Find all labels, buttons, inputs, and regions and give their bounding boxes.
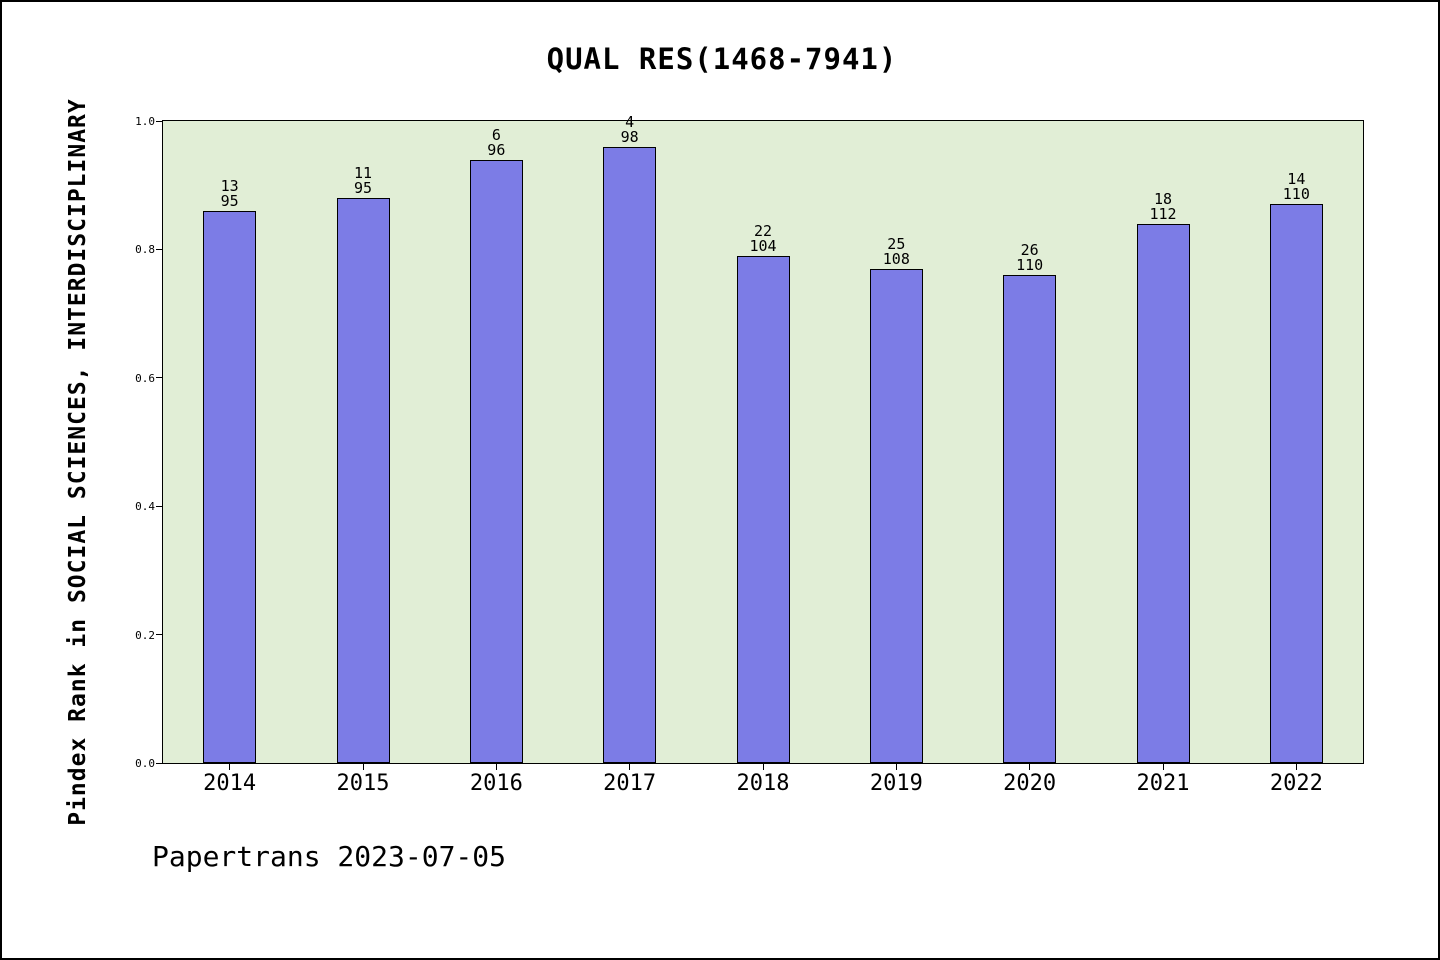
x-tick-label: 2017 (603, 771, 657, 796)
bar-annotation: 11 95 (303, 166, 423, 196)
bar (603, 146, 657, 763)
annotation-total: 108 (882, 249, 910, 268)
bar-annotation: 14 110 (1236, 172, 1356, 202)
x-tick-label: 2015 (336, 771, 390, 796)
bar-annotation: 13 95 (170, 176, 290, 210)
x-tick-mark (629, 764, 631, 770)
y-tick-mark (156, 634, 162, 636)
x-tick-label: 2016 (469, 771, 523, 796)
x-tick-label: 2022 (1269, 771, 1323, 796)
x-tick-mark (495, 764, 497, 770)
y-tick-mark (156, 377, 162, 379)
y-tick-label: 0.8 (135, 243, 155, 257)
bar (736, 255, 790, 763)
x-tick-mark (895, 764, 897, 770)
bar-annotation: 18 112 (1103, 189, 1223, 223)
bar-annotation: 22 104 (703, 221, 823, 255)
bar (1003, 275, 1057, 763)
annotation-rank: 4 (625, 112, 635, 131)
annotation-rank: 13 (220, 176, 239, 195)
bar-annotation: 6 96 (436, 125, 556, 159)
x-tick-label: 2019 (869, 771, 923, 796)
bar (203, 210, 257, 763)
y-tick-label: 0.0 (135, 757, 155, 770)
annotation-rank: 22 (753, 221, 773, 240)
annotation-rank: 14 (1287, 170, 1306, 189)
y-tick-label: 0.4 (135, 500, 155, 514)
x-tick-label: 2020 (1003, 771, 1057, 796)
annotation-total: 110 (1282, 185, 1310, 204)
x-tick-mark (1162, 764, 1164, 770)
annotation-rank: 18 (1153, 189, 1173, 208)
annotation-total: 95 (353, 179, 373, 198)
annotation-rank: 25 (887, 234, 906, 253)
plot-area: 0.0 0.2 0.4 0.6 0.8 1.0 13 95 2014 11 95 2015 6 96 201… (135, 114, 1364, 796)
annotation-rank: 26 (1020, 241, 1039, 260)
x-tick-mark (1029, 764, 1031, 770)
y-tick-mark (156, 120, 162, 122)
bar (336, 198, 390, 763)
x-tick-mark (1295, 764, 1297, 770)
x-tick-label: 2014 (203, 771, 257, 796)
y-tick-mark (156, 248, 162, 250)
watermark-text: Papertrans 2023-07-05 (152, 840, 507, 873)
x-tick-mark (362, 764, 364, 770)
annotation-total: 104 (749, 236, 777, 255)
bar (869, 268, 923, 763)
x-tick-mark (229, 764, 231, 770)
annotation-total: 96 (487, 140, 506, 159)
chart-title: QUAL RES(1468-7941) (546, 42, 898, 76)
bar-annotation: 26 110 (970, 243, 1090, 273)
annotation-total: 110 (1016, 256, 1044, 275)
x-tick-mark (762, 764, 764, 770)
y-tick-label: 0.6 (135, 371, 155, 385)
y-tick-label: 1.0 (135, 115, 155, 128)
annotation-rank: 6 (491, 125, 501, 144)
y-tick-mark (156, 505, 162, 507)
bar-annotation: 25 108 (836, 234, 956, 268)
bar (1136, 223, 1190, 763)
bar (469, 159, 523, 763)
bar (1269, 204, 1323, 763)
annotation-rank: 11 (353, 164, 373, 183)
x-tick-label: 2021 (1136, 771, 1190, 796)
annotation-total: 112 (1149, 204, 1177, 223)
y-tick-label: 0.2 (135, 628, 155, 642)
y-tick-mark (156, 762, 162, 764)
bar-annotation: 4 98 (570, 112, 690, 146)
annotation-total: 98 (620, 127, 639, 146)
y-axis-label: Pindex Rank in SOCIAL SCIENCES, INTERDIS… (65, 98, 91, 826)
annotation-total: 95 (220, 191, 239, 210)
x-tick-label: 2018 (736, 771, 790, 796)
